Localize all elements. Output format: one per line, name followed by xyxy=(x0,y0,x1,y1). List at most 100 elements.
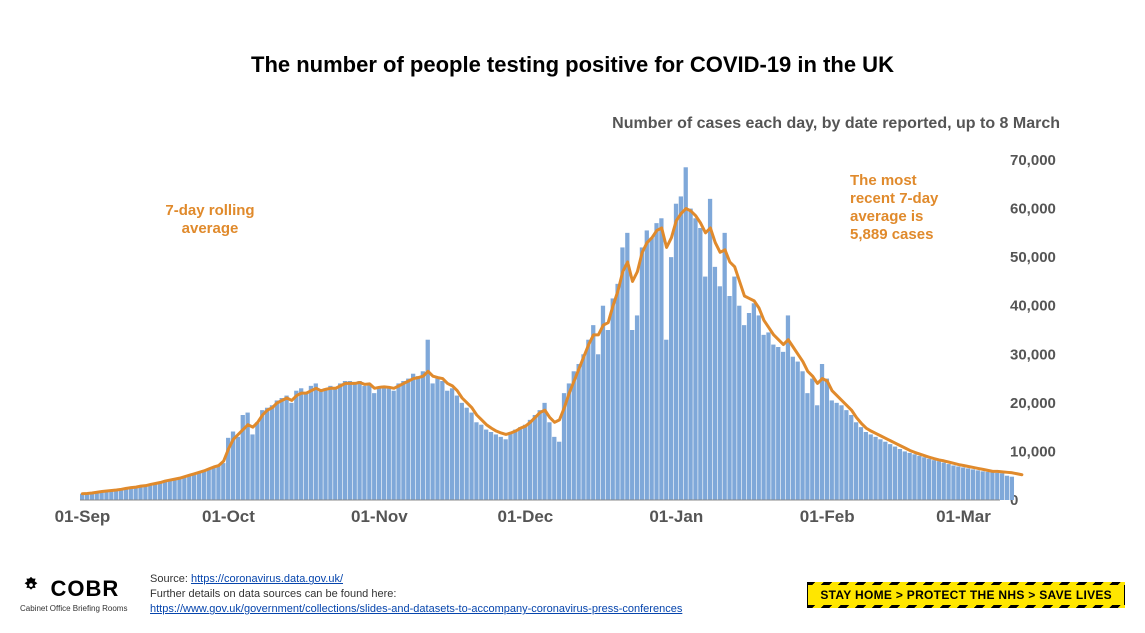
bar xyxy=(168,480,172,500)
bar xyxy=(752,303,756,500)
bar xyxy=(207,468,211,500)
svg-text:01-Oct: 01-Oct xyxy=(202,507,255,526)
bar xyxy=(275,400,279,500)
svg-text:60,000: 60,000 xyxy=(1010,201,1056,218)
bar xyxy=(362,386,366,500)
bar xyxy=(153,483,157,500)
bar xyxy=(445,391,449,500)
bar xyxy=(343,381,347,500)
bar xyxy=(591,325,595,500)
bar xyxy=(800,371,804,500)
bar xyxy=(917,456,921,500)
bar xyxy=(319,391,323,500)
bar xyxy=(873,437,877,500)
bar xyxy=(499,437,503,500)
bar xyxy=(922,457,926,500)
bar xyxy=(134,487,138,500)
bar xyxy=(577,364,581,500)
svg-text:01-Dec: 01-Dec xyxy=(498,507,554,526)
bar xyxy=(182,476,186,500)
bar xyxy=(528,420,532,500)
bar xyxy=(333,388,337,500)
bar xyxy=(645,230,649,500)
annotation-rolling: 7-day rollingaverage xyxy=(165,202,254,237)
bar xyxy=(542,403,546,500)
bar xyxy=(435,379,439,500)
tagline-banner: STAY HOME > PROTECT THE NHS > SAVE LIVES xyxy=(807,583,1125,607)
bar xyxy=(280,398,284,500)
bar xyxy=(898,449,902,500)
bar xyxy=(601,306,605,500)
bar xyxy=(995,473,999,500)
bar xyxy=(703,277,707,500)
bar xyxy=(250,434,254,500)
bar xyxy=(547,422,551,500)
bar xyxy=(396,383,400,500)
bar xyxy=(903,451,907,500)
bar xyxy=(309,386,313,500)
bar xyxy=(990,472,994,500)
bar xyxy=(859,427,863,500)
bar xyxy=(834,403,838,500)
bar xyxy=(878,439,882,500)
bar xyxy=(221,463,225,500)
bar xyxy=(192,473,196,500)
bar xyxy=(718,286,722,500)
bar xyxy=(747,313,751,500)
bar xyxy=(650,238,654,500)
source-label: Source: xyxy=(150,573,191,585)
bar xyxy=(211,466,215,500)
bar xyxy=(854,422,858,500)
bar xyxy=(465,408,469,500)
svg-text:01-Sep: 01-Sep xyxy=(55,507,111,526)
bar xyxy=(163,481,167,500)
bar xyxy=(737,306,741,500)
bar xyxy=(825,379,829,500)
svg-text:20,000: 20,000 xyxy=(1010,395,1056,412)
svg-text:30,000: 30,000 xyxy=(1010,346,1056,363)
bar xyxy=(664,340,668,500)
bar xyxy=(187,475,191,500)
svg-text:01-Feb: 01-Feb xyxy=(800,507,855,526)
source-link[interactable]: https://coronavirus.data.gov.uk/ xyxy=(191,573,343,585)
bar xyxy=(927,459,931,500)
bar xyxy=(976,470,980,500)
bar xyxy=(416,376,420,500)
bar xyxy=(158,482,162,500)
bar xyxy=(688,209,692,500)
svg-text:01-Jan: 01-Jan xyxy=(649,507,703,526)
bar xyxy=(469,413,473,500)
details-link[interactable]: https://www.gov.uk/government/collection… xyxy=(150,603,682,615)
bar xyxy=(776,347,780,500)
bar xyxy=(596,354,600,500)
bar xyxy=(742,325,746,500)
bar xyxy=(674,204,678,500)
bar xyxy=(367,383,371,500)
svg-text:50,000: 50,000 xyxy=(1010,249,1056,266)
bar xyxy=(494,434,498,500)
bar xyxy=(727,296,731,500)
bar xyxy=(708,199,712,500)
bar xyxy=(260,410,264,500)
bar xyxy=(411,374,415,500)
bar xyxy=(810,379,814,500)
bar xyxy=(387,388,391,500)
bar xyxy=(654,223,658,500)
svg-text:01-Nov: 01-Nov xyxy=(351,507,408,526)
bar xyxy=(723,233,727,500)
bar xyxy=(518,427,522,500)
bar xyxy=(659,218,663,500)
bar xyxy=(392,391,396,500)
logo-acronym: COBR xyxy=(50,576,119,602)
bar xyxy=(815,405,819,500)
bar xyxy=(684,167,688,500)
bar xyxy=(357,381,361,500)
chart-subtitle: Number of cases each day, by date report… xyxy=(612,115,1060,133)
bar xyxy=(426,340,430,500)
bar xyxy=(961,467,965,500)
bar xyxy=(669,257,673,500)
bar xyxy=(265,408,269,500)
bar xyxy=(421,371,425,500)
bar xyxy=(533,415,537,500)
bar xyxy=(440,381,444,500)
